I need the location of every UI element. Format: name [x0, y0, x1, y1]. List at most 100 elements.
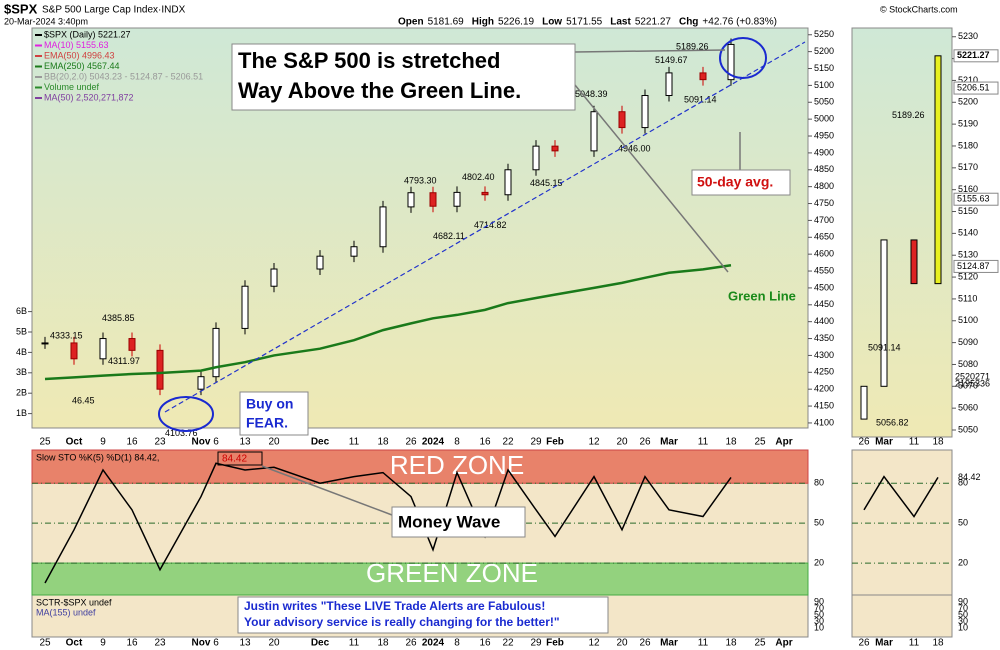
quote-value: 5226.19 [498, 17, 535, 28]
headline-box [231, 43, 576, 111]
x-tick-label: 8 [454, 638, 460, 649]
price-label: 4311.97 [108, 356, 140, 366]
x-tick-label: 23 [154, 437, 166, 448]
y-tick-label: 4600 [814, 249, 834, 259]
y-tick-label: 5100 [958, 315, 978, 325]
x-tick-label: 16 [126, 437, 138, 448]
x-tick-label: 2024 [422, 638, 445, 649]
candle [316, 255, 324, 270]
x-tick-label: 23 [154, 638, 166, 649]
x-tick-label: 13 [239, 638, 251, 649]
trend-line [164, 41, 806, 413]
y-tick-label: 4250 [814, 367, 834, 377]
zone-label: RED ZONE [390, 450, 524, 480]
candle [128, 338, 136, 351]
x-tick-label: 20 [616, 638, 628, 649]
circle [719, 37, 767, 79]
x-tick-label: Mar [875, 437, 893, 448]
y-tick-label: 5180 [958, 140, 978, 150]
y-tick-label: 50 [958, 518, 968, 528]
candle [429, 192, 437, 207]
quote-label: Last [610, 17, 631, 28]
candle [379, 206, 387, 248]
price-label: 4682.11 [433, 231, 465, 241]
x-tick-label: 26 [639, 638, 651, 649]
price-label: 5189.26 [676, 42, 709, 52]
legend-entry: MA(50) 2,520,271,872 [44, 92, 134, 102]
y-tick-label: 4150 [814, 400, 834, 410]
chg-label: Chg [679, 17, 698, 28]
y-tick-label: 5200 [958, 97, 978, 107]
x-tick-label: 25 [754, 437, 766, 448]
candle [481, 191, 489, 196]
candle [551, 145, 559, 152]
sto-last: 84.42 [222, 454, 247, 465]
y-tick-label: 20 [958, 557, 968, 567]
y-tick-label: 5130 [958, 250, 978, 260]
sctr-tick: 90 [958, 596, 968, 606]
volume-tick-label: 2B [16, 388, 27, 398]
y-tick-label: 4500 [814, 282, 834, 292]
candle [934, 55, 942, 285]
y-tick-label: 5120 [958, 271, 978, 281]
money-box [391, 506, 526, 538]
price-label: 4714.82 [474, 220, 507, 230]
candle [197, 376, 205, 390]
x-tick-label: Nov [192, 638, 211, 649]
x-tick-label: 26 [405, 638, 417, 649]
x-tick-label: 16 [126, 638, 138, 649]
y-tick-label: 5200 [814, 46, 834, 56]
x-tick-label: Feb [546, 437, 564, 448]
sctr-tick: 10 [958, 622, 968, 632]
candle [880, 239, 888, 387]
x-tick-label: 26 [639, 437, 651, 448]
price-label: 4333.15 [50, 331, 83, 341]
x-tick-label: 26 [858, 638, 870, 649]
x-tick-label: 11 [909, 437, 920, 448]
x-tick-label: 18 [932, 437, 944, 448]
price-label: 5091.14 [684, 95, 717, 105]
price-tag-box [953, 259, 999, 273]
headline: Way Above the Green Line. [238, 78, 521, 103]
ma-box [691, 169, 791, 196]
credit: © StockCharts.com [880, 4, 958, 14]
legend-entry: $SPX (Daily) 5221.27 [44, 29, 131, 39]
price-tag: 5221.27 [957, 50, 990, 60]
price-label: 4103.76 [165, 428, 198, 438]
volume-tag: 2195336 [955, 378, 990, 388]
date: 20-Mar-2024 3:40pm [4, 16, 88, 26]
sto-box [217, 451, 263, 466]
mini-sto-line [863, 475, 939, 518]
x-tick-label: 18 [377, 638, 389, 649]
quote-box [237, 596, 609, 634]
price-label: 5056.82 [876, 417, 909, 427]
series-line [44, 462, 732, 584]
candle [532, 145, 540, 171]
x-tick-label: 29 [530, 437, 542, 448]
quote: Justin writes "These LIVE Trade Alerts a… [244, 599, 545, 613]
y-tick-label: 5250 [814, 29, 834, 39]
x-tick-label: Mar [660, 437, 678, 448]
candle [590, 111, 598, 152]
quote-value: 5171.55 [566, 17, 603, 28]
y-tick-label: 4800 [814, 181, 834, 191]
x-tick-label: 11 [349, 638, 360, 649]
quote: Your advisory service is really changing… [244, 615, 560, 629]
ema-line [44, 264, 732, 381]
x-tick-label: 22 [502, 437, 514, 448]
candle [665, 72, 673, 97]
candle [504, 169, 512, 196]
pointer [261, 465, 393, 516]
x-tick-label: 6 [213, 638, 219, 649]
candle [453, 191, 461, 207]
volume-tick-label: 3B [16, 367, 27, 377]
y-tick-label: 50 [814, 518, 824, 528]
candle [860, 385, 868, 420]
money-note: Money Wave [398, 512, 500, 531]
y-tick-label: 5070 [958, 381, 978, 391]
volume-tick-label: 5B [16, 326, 27, 336]
y-tick-label: 4400 [814, 316, 834, 326]
x-tick-label: Apr [775, 437, 792, 448]
x-tick-label: 12 [588, 437, 600, 448]
y-tick-label: 5210 [958, 75, 978, 85]
